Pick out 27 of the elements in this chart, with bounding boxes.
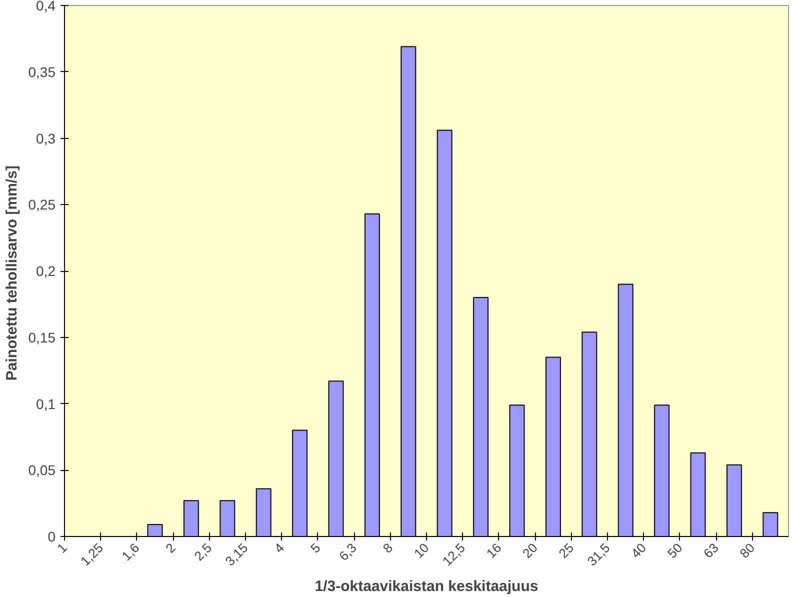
x-tick-label: 16	[483, 540, 504, 562]
x-tick-label: 1,6	[118, 540, 142, 564]
y-tick-label: 0,35	[28, 64, 56, 80]
y-tick-label: 0,05	[28, 462, 56, 478]
x-tick-label: 50	[664, 540, 686, 562]
x-tick-label: 63	[700, 540, 722, 562]
x-tick-label: 25	[556, 540, 577, 562]
y-tick-label: 0,15	[28, 329, 56, 346]
y-tick-label: 0,3	[36, 130, 56, 146]
y-tick-label: 0	[48, 528, 56, 544]
x-tick-label: 80	[736, 540, 758, 562]
x-tick-label: 8	[380, 540, 396, 556]
y-tick-label: 0,1	[36, 396, 56, 412]
y-axis-title: Painotettu tehollisarvo [mm/s]	[3, 166, 20, 381]
x-tick-label: 40	[628, 540, 650, 562]
x-tick-label: 10	[410, 540, 432, 562]
x-tick-label: 2,5	[191, 540, 215, 564]
y-tick-label: 0,25	[28, 196, 56, 213]
x-tick-label: 4	[271, 540, 288, 556]
x-axis-title: 1/3-oktaavikaistan keskitaajuus	[314, 578, 538, 595]
x-tick-label: 1	[54, 540, 70, 556]
x-tick-label: 5	[307, 540, 324, 556]
x-tick-label: 20	[520, 540, 540, 562]
x-tick-label: 2	[162, 540, 178, 556]
y-tick-label: 0,4	[36, 0, 56, 14]
x-tick-label: 6,3	[336, 540, 360, 564]
y-tick-label: 0,2	[36, 263, 56, 279]
